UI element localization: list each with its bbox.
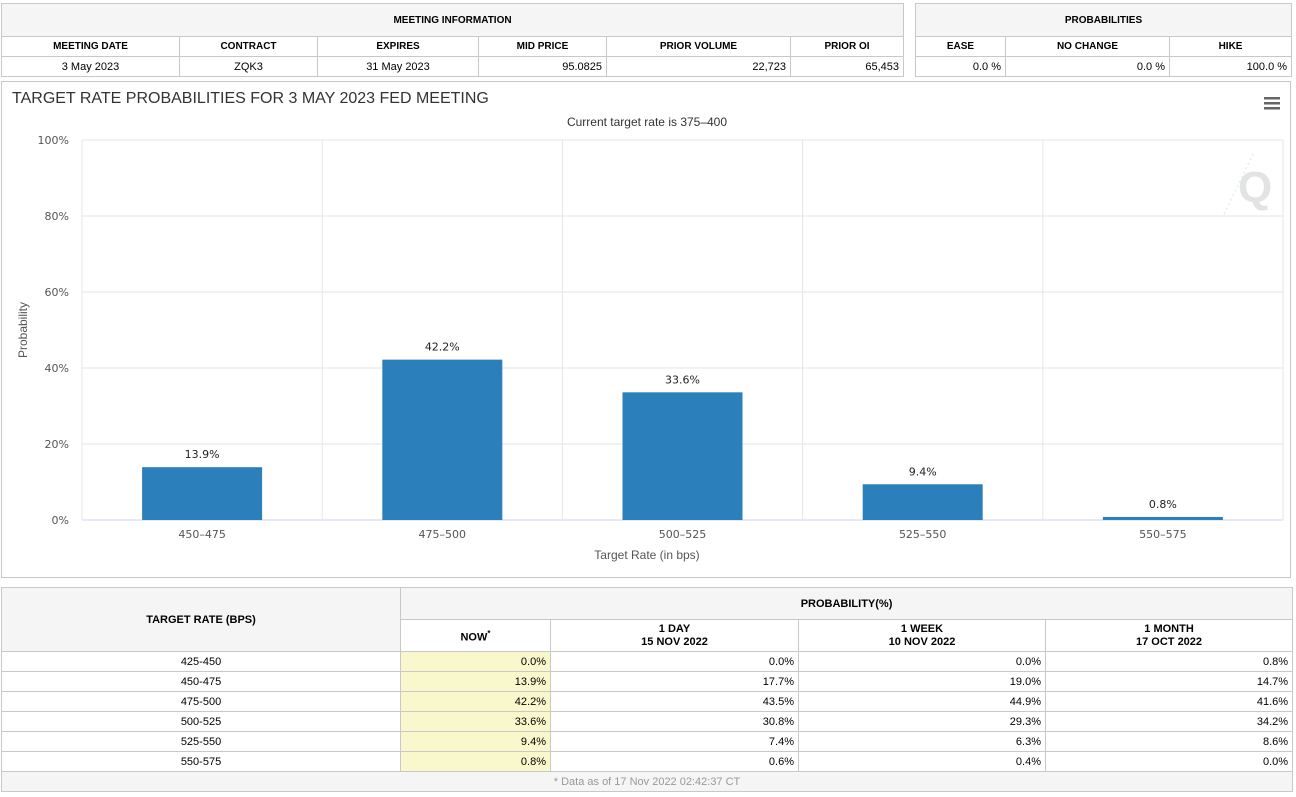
prob-cell: 6.3% bbox=[798, 731, 1046, 752]
now-header: NOW* bbox=[400, 619, 551, 652]
ease-value: 0.0 % bbox=[915, 56, 1006, 77]
table-row: 450-475 13.9% 17.7% 19.0% 14.7% bbox=[1, 671, 1294, 692]
x-tick-label: 525–550 bbox=[899, 528, 947, 541]
y-axis-title: Probability bbox=[16, 302, 30, 358]
contract-header: CONTRACT bbox=[179, 36, 318, 57]
prob-cell: 30.8% bbox=[550, 711, 799, 732]
bar[interactable] bbox=[142, 467, 263, 520]
prob-cell: 0.0% bbox=[1044, 751, 1294, 772]
prob-cell: 41.6% bbox=[1044, 691, 1294, 712]
bar-data-label: 0.8% bbox=[1149, 498, 1177, 511]
hike-header: HIKE bbox=[1168, 36, 1293, 57]
chart-menu-icon[interactable] bbox=[1260, 96, 1282, 112]
prob-cell: 17.7% bbox=[550, 671, 799, 692]
prob-cell: 8.6% bbox=[1044, 731, 1294, 752]
y-tick-label: 0% bbox=[52, 514, 69, 527]
prior-volume-value: 22,723 bbox=[606, 56, 791, 77]
contract-value: ZQK3 bbox=[179, 56, 318, 77]
probabilities-title: PROBABILITIES bbox=[914, 3, 1293, 37]
y-tick-label: 40% bbox=[45, 362, 69, 375]
x-tick-label: 450–475 bbox=[178, 528, 226, 541]
meeting-info-title: MEETING INFORMATION bbox=[0, 3, 905, 37]
svg-text:Q: Q bbox=[1238, 163, 1272, 212]
y-tick-label: 80% bbox=[45, 210, 69, 223]
target-rate-cell: 525-550 bbox=[1, 731, 401, 752]
table-row: 475-500 42.2% 43.5% 44.9% 41.6% bbox=[1, 691, 1294, 712]
meeting-date-header: MEETING DATE bbox=[1, 36, 180, 57]
now-prob-cell: 9.4% bbox=[400, 731, 551, 752]
probability-chart: TARGET RATE PROBABILITIES FOR 3 MAY 2023… bbox=[12, 90, 1284, 562]
x-tick-label: 550–575 bbox=[1139, 528, 1187, 541]
table-row: 425-450 0.0% 0.0% 0.0% 0.8% bbox=[1, 651, 1294, 672]
probability-header: PROBABILITY(%) bbox=[399, 587, 1294, 620]
target-rate-table: TARGET RATE (BPS) PROBABILITY(%) NOW* 1 … bbox=[0, 587, 1294, 792]
expires-value: 31 May 2023 bbox=[317, 56, 479, 77]
chart-subtitle: Current target rate is 375–400 bbox=[567, 115, 727, 129]
mid-price-value: 95.0825 bbox=[478, 56, 607, 77]
prior-volume-header: PRIOR VOLUME bbox=[606, 36, 791, 57]
y-tick-label: 60% bbox=[45, 286, 69, 299]
prob-cell: 14.7% bbox=[1044, 671, 1294, 692]
x-tick-label: 475–500 bbox=[419, 528, 467, 541]
no-change-header: NO CHANGE bbox=[1005, 36, 1170, 57]
probabilities-table: PROBABILITIES EASE NO CHANGE HIKE 0.0 % … bbox=[914, 3, 1293, 77]
prob-cell: 43.5% bbox=[550, 691, 799, 712]
now-prob-cell: 0.8% bbox=[400, 751, 551, 772]
now-prob-cell: 0.0% bbox=[400, 651, 551, 672]
prob-cell: 0.0% bbox=[550, 651, 799, 672]
meeting-info-table: MEETING INFORMATION MEETING DATE CONTRAC… bbox=[0, 3, 905, 77]
target-rate-cell: 550-575 bbox=[1, 751, 401, 772]
prob-cell: 19.0% bbox=[798, 671, 1046, 692]
prob-cell: 0.0% bbox=[798, 651, 1046, 672]
one-month-header: 1 MONTH 17 OCT 2022 bbox=[1044, 619, 1294, 652]
bar-data-label: 13.9% bbox=[185, 448, 220, 461]
table-row: 525-550 9.4% 7.4% 6.3% 8.6% bbox=[1, 731, 1294, 752]
x-tick-label: 500–525 bbox=[659, 528, 707, 541]
bar[interactable] bbox=[382, 359, 503, 520]
meeting-date-value: 3 May 2023 bbox=[1, 56, 180, 77]
target-rate-cell: 425-450 bbox=[1, 651, 401, 672]
ease-header: EASE bbox=[915, 36, 1006, 57]
prob-cell: 7.4% bbox=[550, 731, 799, 752]
mid-price-header: MID PRICE bbox=[478, 36, 607, 57]
prob-cell: 0.8% bbox=[1044, 651, 1294, 672]
table-row: 500-525 33.6% 30.8% 29.3% 34.2% bbox=[1, 711, 1294, 732]
y-tick-label: 100% bbox=[38, 134, 69, 147]
x-axis-title: Target Rate (in bps) bbox=[594, 548, 699, 562]
prior-oi-value: 65,453 bbox=[789, 56, 905, 77]
now-prob-cell: 42.2% bbox=[400, 691, 551, 712]
chart-title: TARGET RATE PROBABILITIES FOR 3 MAY 2023… bbox=[12, 90, 489, 107]
prob-cell: 29.3% bbox=[798, 711, 1046, 732]
no-change-value: 0.0 % bbox=[1005, 56, 1170, 77]
bar[interactable] bbox=[862, 484, 983, 520]
bar-data-label: 42.2% bbox=[425, 341, 460, 354]
chart-panel: TARGET RATE PROBABILITIES FOR 3 MAY 2023… bbox=[1, 81, 1291, 578]
target-rate-cell: 500-525 bbox=[1, 711, 401, 732]
prior-oi-header: PRIOR OI bbox=[789, 36, 905, 57]
quikstrike-logo-icon: Q bbox=[1223, 151, 1272, 215]
target-rate-cell: 475-500 bbox=[1, 691, 401, 712]
table-row: 550-575 0.8% 0.6% 0.4% 0.0% bbox=[1, 751, 1294, 772]
data-timestamp-footnote: * Data as of 17 Nov 2022 02:42:37 CT bbox=[0, 771, 1294, 792]
prob-cell: 0.4% bbox=[798, 751, 1046, 772]
y-tick-label: 20% bbox=[45, 438, 69, 451]
hike-value: 100.0 % bbox=[1168, 56, 1293, 77]
target-rate-cell: 450-475 bbox=[1, 671, 401, 692]
now-footnote-mark: * bbox=[487, 628, 491, 638]
bar-data-label: 33.6% bbox=[665, 373, 700, 386]
expires-header: EXPIRES bbox=[317, 36, 479, 57]
now-prob-cell: 13.9% bbox=[400, 671, 551, 692]
now-prob-cell: 33.6% bbox=[400, 711, 551, 732]
prob-cell: 34.2% bbox=[1044, 711, 1294, 732]
bar[interactable] bbox=[622, 392, 743, 520]
bar-data-label: 9.4% bbox=[909, 465, 937, 478]
one-week-header: 1 WEEK 10 NOV 2022 bbox=[798, 619, 1046, 652]
prob-cell: 44.9% bbox=[798, 691, 1046, 712]
target-rate-header: TARGET RATE (BPS) bbox=[1, 587, 401, 652]
one-day-header: 1 DAY 15 NOV 2022 bbox=[550, 619, 799, 652]
bar[interactable] bbox=[1102, 516, 1223, 520]
prob-cell: 0.6% bbox=[550, 751, 799, 772]
